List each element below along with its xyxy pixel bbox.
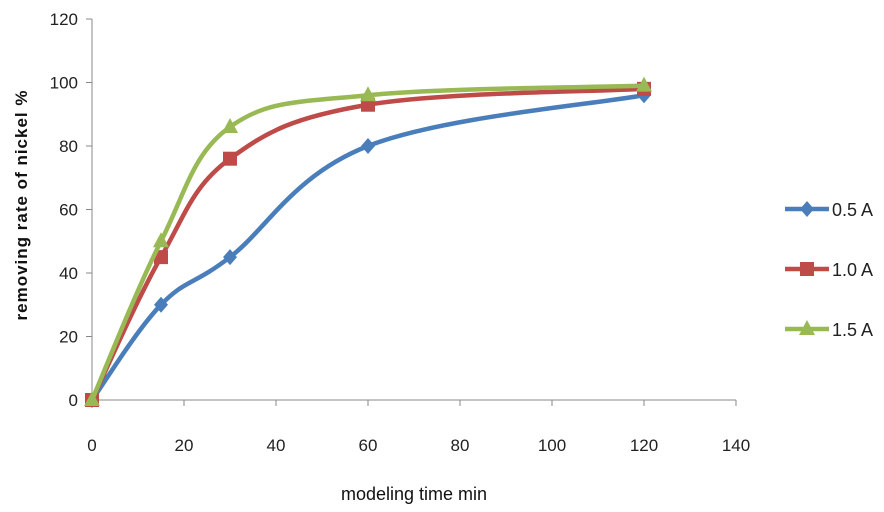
- legend-marker: [800, 201, 814, 217]
- y-tick-label: 20: [59, 328, 78, 347]
- x-tick-label: 60: [359, 436, 378, 455]
- x-tick-label: 20: [175, 436, 194, 455]
- data-point: [154, 250, 168, 265]
- data-point: [636, 76, 652, 92]
- legend-item: 1.5 A: [785, 320, 873, 340]
- y-tick-label: 120: [50, 10, 78, 29]
- legend-item: 0.5 A: [785, 200, 873, 220]
- series-1: [85, 87, 651, 408]
- legend-marker: [800, 262, 814, 276]
- x-tick-label: 120: [630, 436, 658, 455]
- data-point: [360, 86, 376, 102]
- series-line: [89, 92, 647, 403]
- legend-label: 1.0 A: [832, 260, 873, 280]
- x-axis-title: modeling time min: [341, 484, 487, 504]
- series-3: [84, 76, 652, 406]
- series-line: [89, 86, 647, 403]
- y-tick-label: 100: [50, 74, 78, 93]
- series-line: [89, 83, 647, 403]
- y-tick-label: 40: [59, 264, 78, 283]
- x-tick-label: 100: [538, 436, 566, 455]
- x-tick-label: 40: [267, 436, 286, 455]
- series-2: [85, 81, 651, 407]
- data-point: [84, 391, 100, 406]
- data-point: [154, 296, 168, 313]
- legend-label: 1.5 A: [832, 320, 873, 340]
- legend: 0.5 A 1.0 A 1.5 A: [785, 200, 873, 340]
- y-tick-label: 80: [59, 137, 78, 156]
- legend-item: 1.0 A: [785, 260, 873, 280]
- y-tick-label: 0: [69, 391, 78, 410]
- legend-marker: [799, 320, 815, 335]
- data-point: [223, 249, 237, 266]
- data-point: [222, 117, 238, 133]
- x-axis-ticks: 0 20 40 60 80 100 120 140: [87, 400, 750, 455]
- data-point: [361, 97, 375, 112]
- x-tick-label: 80: [451, 436, 470, 455]
- y-axis-title: removing rate of nickel %: [12, 90, 31, 321]
- data-point: [223, 151, 237, 166]
- x-tick-label: 0: [87, 436, 96, 455]
- series-layer: [84, 76, 652, 408]
- y-axis-ticks: 0 20 40 60 80 100 120: [50, 10, 92, 410]
- legend-label: 0.5 A: [832, 200, 873, 220]
- data-point: [361, 138, 375, 154]
- x-tick-label: 140: [722, 436, 750, 455]
- y-tick-label: 60: [59, 201, 78, 220]
- data-point: [153, 232, 169, 248]
